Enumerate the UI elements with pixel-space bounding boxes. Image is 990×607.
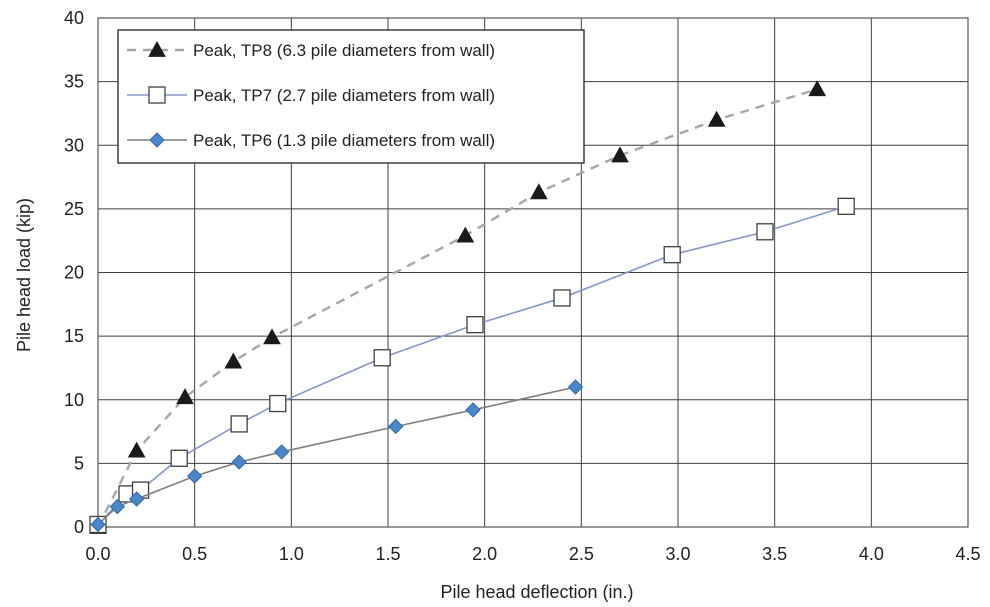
series-line: [96, 88, 818, 528]
legend-marker: [148, 40, 166, 57]
data-point: [611, 146, 629, 163]
x-tick-label: 2.5: [569, 544, 594, 564]
y-tick-label: 0: [74, 517, 84, 537]
y-tick-label: 15: [64, 326, 84, 346]
x-tick-label: 3.0: [665, 544, 690, 564]
data-point: [273, 444, 290, 460]
series-square: [89, 197, 855, 534]
data-point: [567, 379, 584, 395]
data-point: [230, 415, 248, 433]
x-tick-label: 2.0: [472, 544, 497, 564]
x-axis-ticks: 0.0 0.5 1.0 1.5 2.0 2.5 3.0 3.5 4.0 4.5: [85, 544, 980, 564]
data-point: [466, 316, 484, 334]
y-tick-label: 25: [64, 199, 84, 219]
y-tick-label: 40: [64, 8, 84, 28]
y-axis-ticks: 0 5 10 15 20 25 30 35 40: [64, 8, 84, 537]
x-tick-label: 4.5: [955, 544, 980, 564]
data-point: [127, 441, 146, 458]
data-point: [373, 349, 391, 367]
data-point: [553, 289, 571, 307]
series-line: [97, 205, 847, 526]
data-point: [186, 468, 203, 484]
data-point: [707, 110, 726, 127]
data-point: [269, 394, 287, 413]
x-tick-label: 0.5: [182, 544, 207, 564]
legend-entry-label: Peak, TP7 (2.7 pile diameters from wall): [193, 86, 495, 105]
series-line: [97, 386, 576, 526]
y-axis-title: Pile head load (kip): [14, 198, 34, 352]
data-point: [231, 454, 247, 470]
data-point: [529, 183, 548, 200]
data-point: [837, 197, 855, 215]
data-point: [388, 418, 404, 435]
y-tick-label: 20: [64, 263, 84, 283]
series-diamond: [90, 379, 584, 533]
data-point: [224, 352, 243, 369]
data-point: [170, 449, 188, 467]
series-layer: [89, 80, 855, 534]
legend-entry-label: Peak, TP6 (1.3 pile diameters from wall): [193, 131, 495, 150]
data-point: [456, 226, 475, 243]
x-tick-label: 0.0: [85, 544, 110, 564]
legend-marker: [148, 86, 166, 104]
x-tick-label: 3.5: [762, 544, 787, 564]
data-point: [90, 516, 106, 533]
legend-marker: [149, 132, 165, 148]
data-point: [663, 246, 681, 264]
x-tick-label: 1.0: [279, 544, 304, 564]
data-point: [808, 80, 827, 97]
y-tick-label: 10: [64, 390, 84, 410]
x-tick-label: 4.0: [859, 544, 884, 564]
data-point: [128, 491, 145, 507]
data-point: [756, 223, 774, 241]
legend-box: [117, 29, 585, 164]
data-point: [465, 402, 481, 418]
y-tick-label: 35: [64, 72, 84, 92]
plot-area-border: [97, 17, 969, 528]
x-tick-label: 1.5: [375, 544, 400, 564]
y-tick-label: 30: [64, 135, 84, 155]
data-point: [176, 388, 194, 405]
legend: Peak, TP8 (6.3 pile diameters from wall)…: [117, 29, 585, 164]
data-point: [263, 328, 281, 345]
y-tick-label: 5: [74, 453, 84, 473]
legend-entry-label: Peak, TP8 (6.3 pile diameters from wall): [193, 41, 495, 60]
x-axis-title: Pile head deflection (in.): [440, 582, 633, 602]
data-point: [109, 498, 126, 515]
